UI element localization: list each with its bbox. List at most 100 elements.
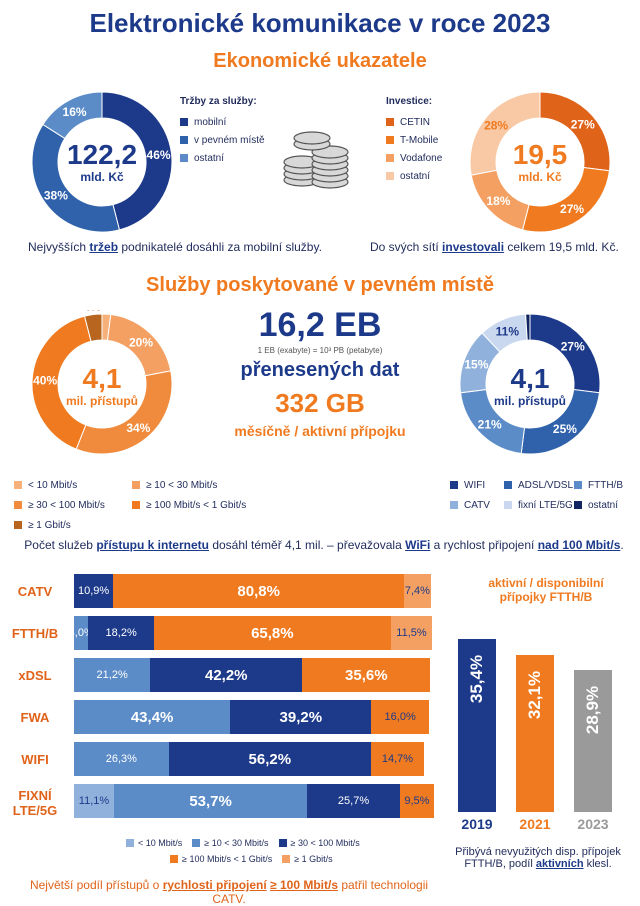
bar-legend: < 10 Mbit/s ≥ 10 < 30 Mbit/s ≥ 30 < 100 … [126, 838, 426, 864]
bar-segment: 11,1% [74, 784, 114, 818]
tech-unit: mil. přístupů [494, 394, 566, 408]
legend-item-ftth: FTTH/B [574, 476, 630, 494]
legend-item-other: ostatní [180, 149, 265, 167]
legend-swatch [504, 481, 512, 489]
investment-center: 19,5 mld. Kč [466, 139, 614, 185]
donut-label: 40% [33, 373, 57, 387]
ftth-bar-label: 35,4% [467, 654, 486, 703]
legend-swatch [386, 118, 394, 126]
traffic-value: 16,2 EB [258, 306, 382, 344]
legend-swatch [180, 136, 188, 144]
legend-label: T-Mobile [400, 134, 439, 146]
legend-item-adsl: ADSL/VDSL [504, 476, 574, 494]
ftth-bar [516, 654, 554, 812]
legend-item-100-1g: ≥ 100 Mbit/s < 1 Gbit/s [170, 854, 272, 864]
ftth-bar-label: 32,1% [525, 670, 544, 719]
legend-swatch [282, 855, 291, 863]
legend-label: CETIN [400, 116, 430, 128]
bar-category-label: FTTH/B [11, 626, 59, 641]
ftth-title: aktivní / disponibilní přípojky FTTH/B [488, 576, 604, 604]
donut-slice [42, 91, 103, 140]
bar-segment: 39,2% [230, 700, 372, 734]
bar-segment: 80,8% [113, 574, 405, 608]
donut-label: 4% [84, 310, 102, 314]
legend-label: ≥ 30 < 100 Mbit/s [28, 499, 105, 511]
traffic-label: přenesených dat [240, 359, 400, 381]
speed-legend: < 10 Mbit/s ≥ 10 < 30 Mbit/s ≥ 30 < 100 … [14, 476, 314, 534]
caption-bold: aktivních [535, 858, 584, 870]
speed-center: 4,1 mil. přístupů [28, 364, 176, 409]
tech-value: 4,1 [510, 363, 550, 394]
donut-label: 1% [519, 310, 537, 313]
legend-label: ≥ 1 Gbit/s [28, 519, 71, 531]
donut-label: 46% [147, 148, 171, 162]
donut-label: 38% [44, 189, 68, 203]
investment-value: 19,5 [512, 139, 568, 170]
legend-swatch [14, 481, 22, 489]
section-economic-title: Ekonomické ukazatele [213, 50, 427, 72]
legend-label: FTTH/B [588, 479, 623, 491]
investment-unit: mld. Kč [518, 170, 562, 184]
bar-segment: 21,2% [74, 658, 151, 692]
legend-swatch [14, 521, 22, 529]
caption-bold: WiFi [405, 538, 431, 552]
legend-item-vodafone: Vodafone [386, 149, 442, 167]
bar-segment: 9,5% [399, 784, 434, 818]
legend-item-speed-2: ≥ 10 < 30 Mbit/s [132, 476, 302, 494]
tech-donut: 27% 25% 21% 15% 11% 1% [459, 310, 601, 455]
speed-unit: mil. přístupů [66, 394, 138, 408]
donut-label: 11% [496, 325, 520, 339]
bar-segment: 42,2% [150, 658, 303, 692]
caption-text: Přibývá nevyužitých disp. přípojek FTTH/… [455, 846, 621, 870]
bar-category-label: WIFI [21, 752, 49, 767]
caption-bold: tržeb [89, 240, 119, 254]
monthly-value: 332 GB [275, 388, 365, 418]
ftth-caption: Přibývá nevyužitých disp. přípojek FTTH/… [446, 846, 630, 870]
ftth-bar-label: 28,9% [583, 686, 602, 735]
donut-label: 18% [486, 194, 510, 208]
caption-text: podnikatelé dosáhli za mobilní služby. [118, 240, 322, 254]
legend-item-mobile: mobilní [180, 113, 265, 131]
legend-swatch [14, 501, 22, 509]
legend-label: ADSL/VDSL [518, 479, 574, 491]
bottom-caption: Největší podíl přístupů o rychlosti přip… [14, 878, 444, 906]
legend-item-lt10: < 10 Mbit/s [126, 838, 182, 848]
caption-text: Počet služeb [24, 538, 97, 552]
investment-donut: 27% 27% 18% 28% [469, 91, 611, 233]
bar-category-label: FWA [20, 710, 50, 725]
legend-label: ≥ 10 < 30 Mbit/s [146, 479, 218, 491]
legend-label: v pevném místě [194, 134, 265, 146]
legend-swatch [450, 501, 458, 509]
legend-item-wifi: WIFI [450, 476, 504, 494]
donut-label: 2% [98, 310, 116, 313]
legend-label: mobilní [194, 116, 227, 128]
bar-segment: 43,4% [74, 700, 231, 734]
tech-legend: WIFI ADSL/VDSL FTTH/B CATV fixní LTE/5G … [450, 476, 630, 514]
caption-text: dosáhl téměř 4,1 mil. – převažovala [208, 538, 406, 552]
legend-item-10-30: ≥ 10 < 30 Mbit/s [192, 838, 269, 848]
bar-segment: 35,6% [302, 658, 431, 692]
monthly-label: měsíčně / aktivní přípojku [234, 423, 406, 439]
legend-label: CATV [464, 499, 490, 511]
bar-category-label: FIXNÍ LTE/5G [12, 788, 58, 818]
bar-segment: 16,0% [371, 700, 429, 734]
legend-swatch [180, 118, 188, 126]
legend-label: WIFI [464, 479, 486, 491]
caption-text: klesl. [583, 858, 612, 870]
legend-item-other: ostatní [386, 167, 442, 185]
traffic-note: 1 EB (exabyte) = 10³ PB (petabyte) [257, 346, 383, 355]
donut-label: 27% [571, 117, 595, 131]
bar-segment: 65,8% [153, 616, 391, 650]
caption-bold: rychlosti připojení [162, 878, 267, 892]
traffic-block: 16,2 EB 1 EB (exabyte) = 10³ PB (petabyt… [220, 306, 420, 439]
legend-item-1g: ≥ 1 Gbit/s [282, 854, 333, 864]
caption-text: Do svých sítí [370, 240, 443, 254]
donut-slice [469, 91, 541, 176]
legend-swatch [180, 154, 188, 162]
legend-swatch [386, 172, 394, 180]
caption-text: . [620, 538, 624, 552]
legend-label: < 10 Mbit/s [138, 838, 183, 848]
speed-donut: 2% 20% 34% 40% 4% [31, 310, 173, 455]
legend-swatch [132, 501, 140, 509]
legend-label: ostatní [588, 499, 619, 511]
